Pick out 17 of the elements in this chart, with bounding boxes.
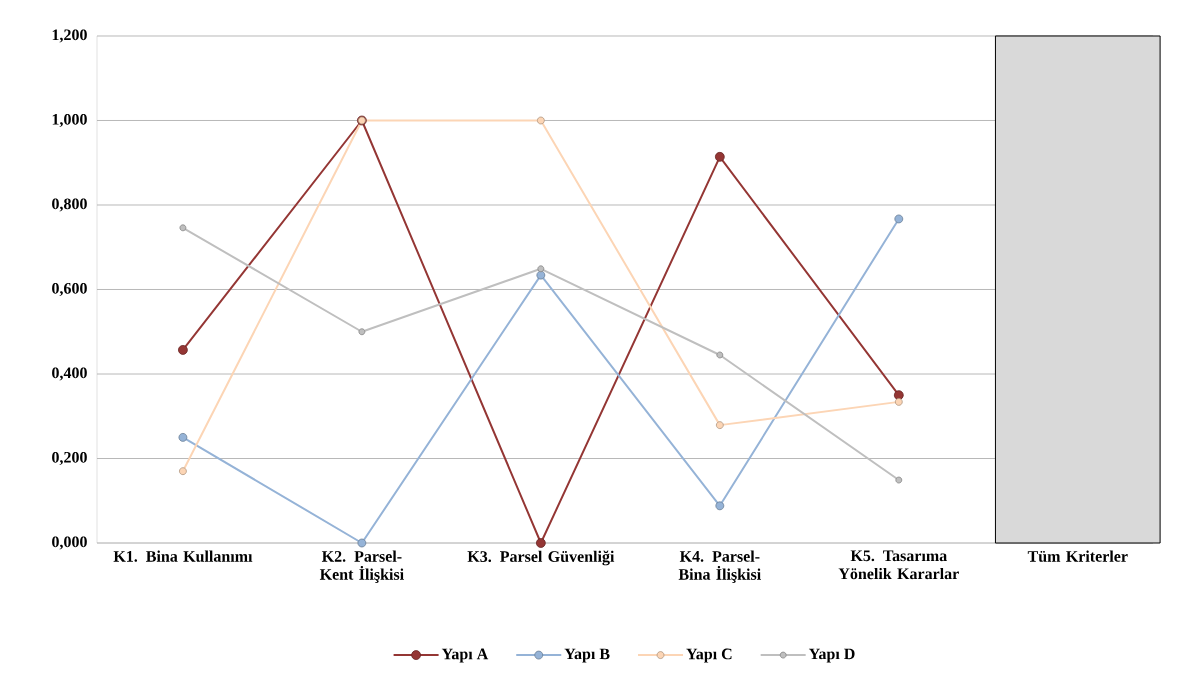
legend-label: Yapı C — [686, 648, 732, 663]
x-tick-label: K5. Tasarıma Yönelik Kararlar — [838, 550, 959, 580]
y-tick-label: 0,200 — [52, 451, 87, 466]
y-tick-label: 0,600 — [52, 282, 87, 297]
y-tick-label: 0,800 — [52, 198, 87, 212]
y-tick-label: 1,000 — [52, 113, 87, 128]
x-tick-label: K1. Bina Kullanımı — [113, 550, 253, 562]
y-tick-label: 0,400 — [52, 367, 87, 381]
x-tick-label: K3. Parsel Güvenliği — [467, 550, 615, 566]
legend-label: Yapı A — [441, 648, 489, 663]
x-tick-label: Tüm Kriterler — [1027, 550, 1128, 562]
legend-label: Yapı B — [564, 648, 610, 663]
x-tick-label: K2. Parsel-Kent İlişkisi — [319, 550, 404, 583]
legend-label: Yapı D — [808, 648, 855, 663]
y-tick-label: 1,200 — [52, 29, 87, 43]
x-tick-label: K4. Parsel-Bina İlişkisi — [678, 550, 761, 583]
y-tick-label: 0,000 — [52, 536, 87, 550]
